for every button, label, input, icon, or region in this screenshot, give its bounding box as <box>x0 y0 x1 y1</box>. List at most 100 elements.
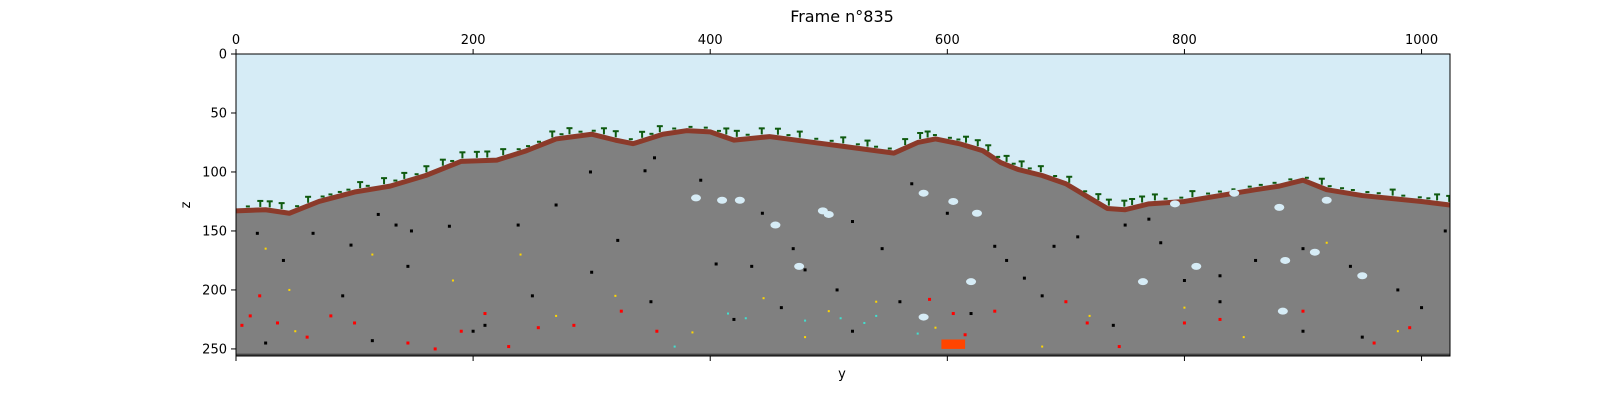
gold-ore-speck <box>827 310 830 313</box>
ice-pocket <box>690 194 701 202</box>
ice-pocket <box>918 189 929 197</box>
gold-ore-speck <box>1325 241 1328 244</box>
tree-mark <box>904 139 907 146</box>
cave-speck <box>447 224 451 228</box>
cave-speck <box>850 329 854 333</box>
gold-ore-speck <box>1396 330 1399 333</box>
cave-speck <box>1147 217 1151 221</box>
grass-mark <box>1247 185 1252 188</box>
grass-mark <box>337 190 342 193</box>
grass-mark <box>1011 162 1016 165</box>
cave-speck <box>516 223 520 227</box>
tree-mark <box>1005 155 1008 162</box>
tree-canopy-mark <box>600 127 607 130</box>
tree-canopy-mark <box>1139 195 1146 198</box>
tree-canopy-mark <box>473 150 480 153</box>
tree-mark <box>602 128 605 135</box>
tree-mark <box>1191 191 1194 198</box>
tree-mark <box>259 200 262 207</box>
tree-canopy-mark <box>1389 188 1396 191</box>
y-tick-label: 200 <box>202 283 227 298</box>
red-ore-speck <box>951 312 955 316</box>
gold-ore-speck <box>691 331 694 334</box>
red-ore-speck <box>353 321 357 325</box>
x-tick-label-top: 1000 <box>1405 33 1438 48</box>
stone-terrain <box>236 130 1450 356</box>
tree-mark <box>725 128 728 135</box>
red-ore-speck <box>1408 326 1412 330</box>
diamond-ore-speck <box>863 321 866 324</box>
tree-mark <box>919 132 922 139</box>
tree-canopy-mark <box>796 130 803 133</box>
grass-mark <box>245 205 250 208</box>
red-ore-speck <box>993 309 997 313</box>
grass-mark <box>1083 190 1088 193</box>
x-tick-label-top: 400 <box>698 33 723 48</box>
grass-mark <box>672 127 677 130</box>
gold-ore-speck <box>1242 336 1245 339</box>
red-ore-speck <box>258 294 262 298</box>
grass-mark <box>1258 183 1263 186</box>
tree-canopy-mark <box>357 181 364 184</box>
cave-speck <box>850 220 854 224</box>
tree-canopy-mark <box>639 130 646 133</box>
tree-canopy-mark <box>723 127 730 130</box>
cave-speck <box>779 306 783 310</box>
tree-mark <box>1153 194 1156 201</box>
tree-mark <box>1097 194 1100 201</box>
grass-mark <box>932 134 937 137</box>
grass-mark <box>814 137 819 140</box>
red-ore-speck <box>619 309 623 313</box>
cave-speck <box>409 229 413 233</box>
gold-ore-speck <box>294 330 297 333</box>
grass-mark <box>855 143 860 146</box>
y-axis-label: z <box>179 201 194 208</box>
cave-speck <box>1301 247 1305 251</box>
tree-mark <box>735 130 738 137</box>
tree-mark <box>614 131 617 138</box>
grass-mark <box>1231 188 1236 191</box>
grass-mark <box>1417 196 1422 199</box>
y-tick-label: 150 <box>202 224 227 239</box>
tree-canopy-mark <box>758 127 765 130</box>
tree-canopy-mark <box>924 130 931 133</box>
grass-mark <box>1426 197 1431 200</box>
tree-canopy-mark <box>864 139 871 142</box>
grass-mark <box>1365 191 1370 194</box>
cave-speck <box>791 247 795 251</box>
red-ore-speck <box>507 345 511 349</box>
grass-mark <box>1163 197 1168 200</box>
red-ore-speck <box>305 335 309 339</box>
gold-ore-speck <box>519 253 522 256</box>
cave-speck <box>483 323 487 327</box>
red-ore-speck <box>248 314 252 318</box>
gold-ore-speck <box>614 294 617 297</box>
red-ore-speck <box>240 323 244 327</box>
grass-mark <box>295 205 300 208</box>
tree-canopy-mark <box>612 130 619 133</box>
diamond-ore-speck <box>744 317 747 320</box>
tree-canopy-mark <box>1318 177 1325 180</box>
cave-speck <box>1076 235 1080 239</box>
grass-mark <box>786 134 791 137</box>
tree-canopy-mark <box>401 171 408 174</box>
grass-mark <box>688 125 693 128</box>
ice-pocket <box>918 313 929 321</box>
grass-mark <box>414 173 419 176</box>
ice-pocket <box>794 262 805 270</box>
tree-canopy-mark <box>484 150 491 153</box>
cave-speck <box>590 270 594 274</box>
grass-mark <box>450 159 455 162</box>
cave-speck <box>616 238 620 242</box>
cave-speck <box>649 300 653 304</box>
grass-mark <box>365 184 370 187</box>
diamond-ore-speck <box>839 317 842 320</box>
tree-canopy-mark <box>266 200 273 203</box>
grass-mark <box>1327 185 1332 188</box>
cave-speck <box>1159 241 1163 245</box>
tree-mark <box>1320 178 1323 185</box>
cave-speck <box>732 317 736 321</box>
gold-ore-speck <box>875 300 878 303</box>
tree-canopy-mark <box>902 138 909 141</box>
